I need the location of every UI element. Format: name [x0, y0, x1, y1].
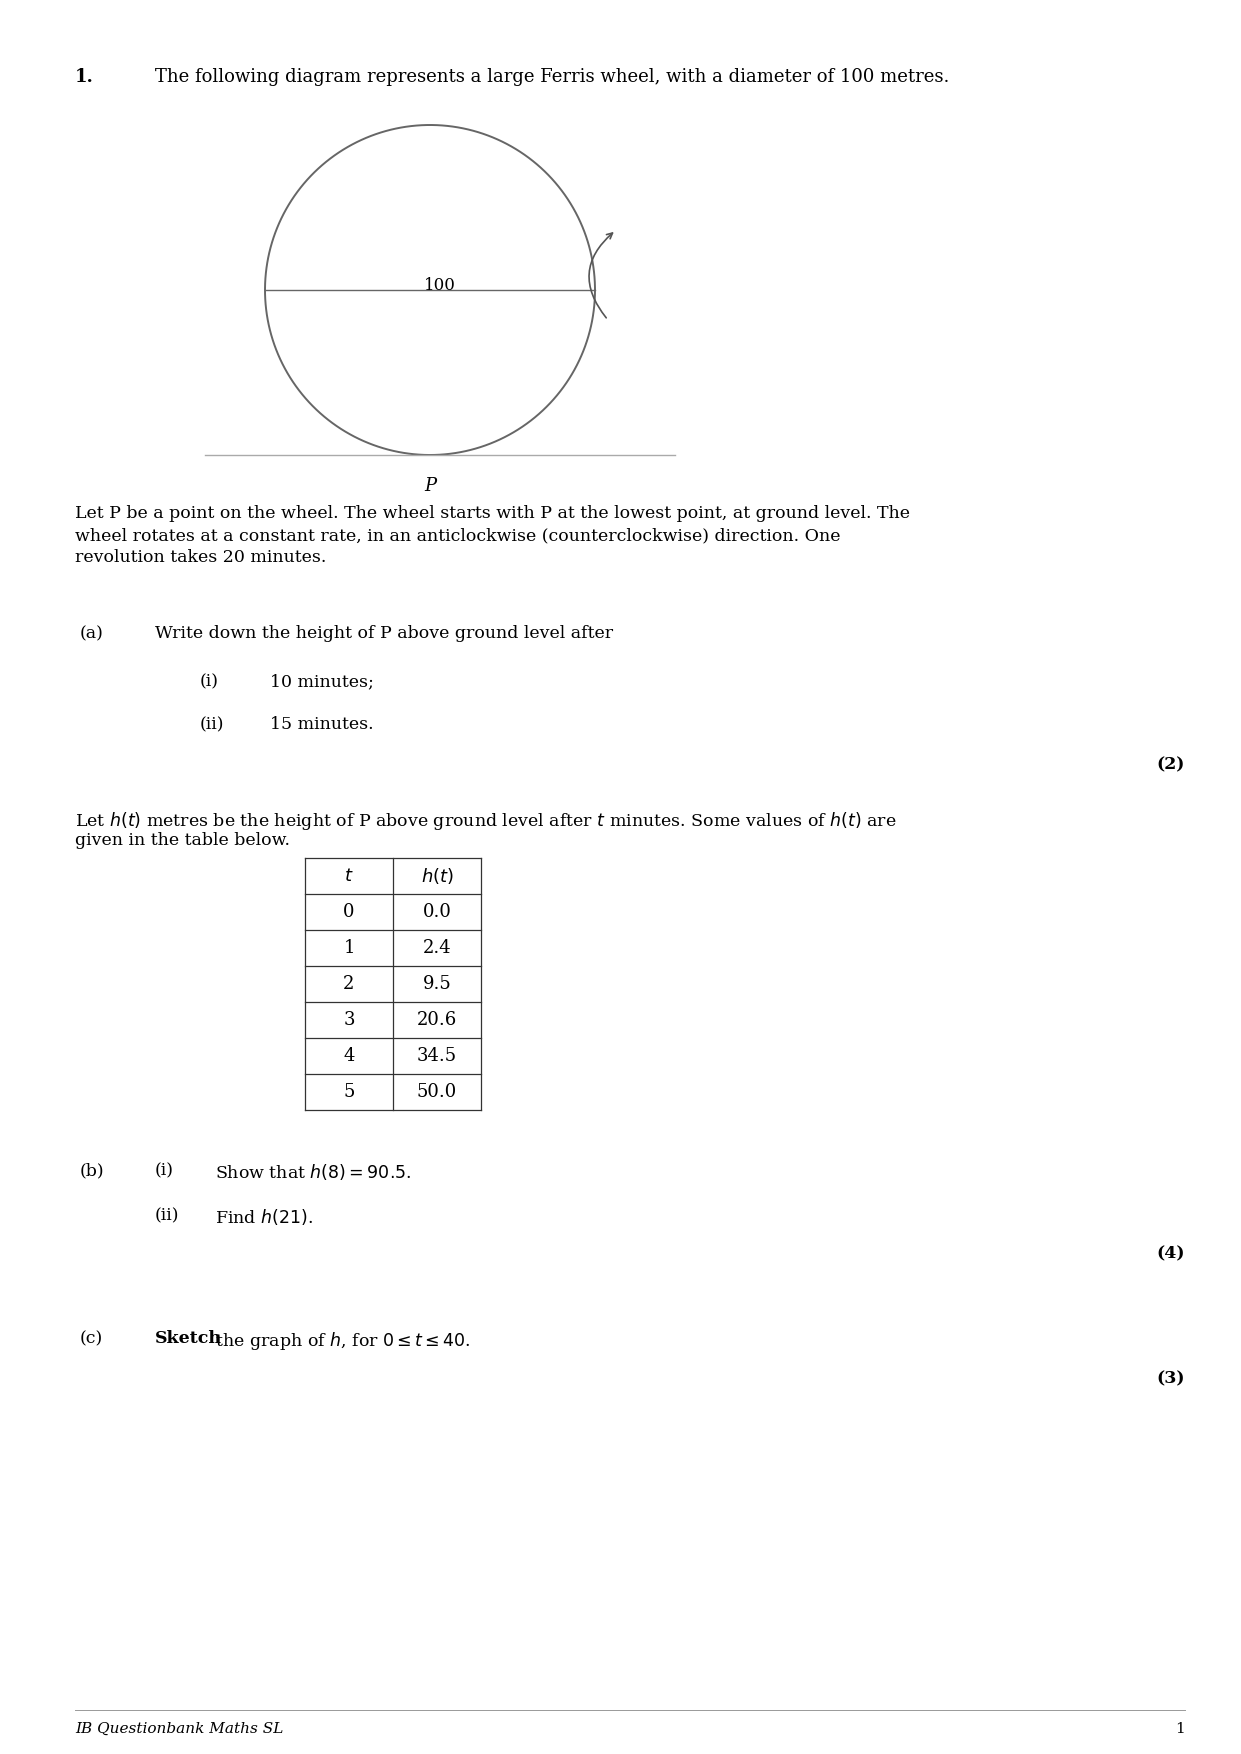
Text: The following diagram represents a large Ferris wheel, with a diameter of 100 me: The following diagram represents a large…	[155, 68, 949, 86]
Text: 5: 5	[344, 1082, 355, 1102]
Text: 4: 4	[344, 1047, 355, 1065]
Text: $h(t)$: $h(t)$	[421, 866, 453, 886]
Text: (ii): (ii)	[155, 1207, 180, 1224]
Text: (3): (3)	[1157, 1370, 1185, 1387]
Text: (2): (2)	[1157, 756, 1185, 774]
Text: the graph of $h$, for $0 \leq t \leq 40$.: the graph of $h$, for $0 \leq t \leq 40$…	[210, 1330, 470, 1352]
Text: 20.6: 20.6	[417, 1010, 457, 1030]
Text: Let P be a point on the wheel. The wheel starts with P at the lowest point, at g: Let P be a point on the wheel. The wheel…	[74, 505, 910, 523]
Text: (a): (a)	[79, 624, 104, 642]
Text: $t$: $t$	[344, 866, 354, 886]
Text: 1: 1	[1175, 1722, 1185, 1736]
Text: (4): (4)	[1157, 1245, 1185, 1261]
Text: (i): (i)	[155, 1161, 174, 1179]
Text: Sketch: Sketch	[155, 1330, 222, 1347]
Text: Write down the height of P above ground level after: Write down the height of P above ground …	[155, 624, 613, 642]
Text: (c): (c)	[79, 1330, 103, 1347]
Text: P: P	[424, 477, 436, 495]
Text: 3: 3	[344, 1010, 355, 1030]
Text: given in the table below.: given in the table below.	[74, 831, 290, 849]
Text: Find $h(21)$.: Find $h(21)$.	[215, 1207, 313, 1228]
Text: revolution takes 20 minutes.: revolution takes 20 minutes.	[74, 549, 326, 567]
Text: wheel rotates at a constant rate, in an anticlockwise (counterclockwise) directi: wheel rotates at a constant rate, in an …	[74, 526, 840, 544]
Text: 2: 2	[344, 975, 355, 993]
Text: 1.: 1.	[74, 68, 94, 86]
Text: 50.0: 50.0	[417, 1082, 457, 1102]
Text: 1: 1	[344, 938, 355, 958]
Text: 10 minutes;: 10 minutes;	[271, 674, 374, 689]
Text: 0.0: 0.0	[423, 903, 452, 921]
Text: 100: 100	[424, 277, 455, 295]
Text: 0: 0	[344, 903, 355, 921]
Text: (ii): (ii)	[200, 716, 225, 733]
Text: (i): (i)	[200, 674, 218, 689]
Text: 34.5: 34.5	[417, 1047, 457, 1065]
Text: Let $h(t)$ metres be the height of P above ground level after $t$ minutes. Some : Let $h(t)$ metres be the height of P abo…	[74, 810, 896, 831]
Text: Show that $h(8) = 90.5$.: Show that $h(8) = 90.5$.	[215, 1161, 412, 1182]
Text: IB Questionbank Maths SL: IB Questionbank Maths SL	[74, 1722, 283, 1736]
Text: (b): (b)	[79, 1161, 104, 1179]
Text: 15 minutes.: 15 minutes.	[271, 716, 374, 733]
Text: 9.5: 9.5	[423, 975, 452, 993]
Text: 2.4: 2.4	[423, 938, 452, 958]
